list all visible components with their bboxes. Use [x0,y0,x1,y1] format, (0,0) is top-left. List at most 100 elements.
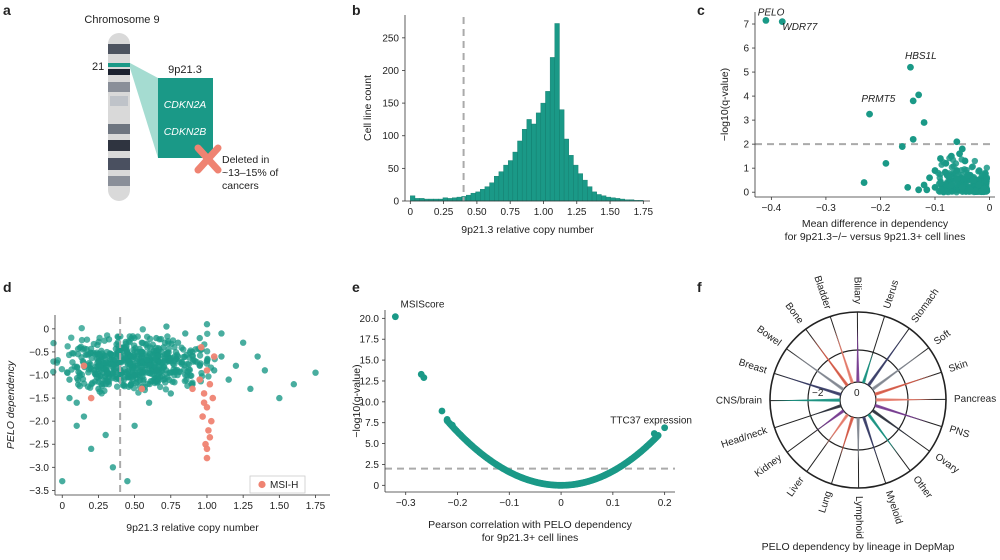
msi-h-point [207,434,214,441]
c-y-tick-label: 1 [743,164,749,175]
gene-point [948,153,955,160]
cell-line-point [124,478,130,484]
chromosome-band [108,176,130,186]
lineage-label: CNS/brain [716,395,762,406]
c-x-tick-label: 0 [987,203,993,214]
histogram-bar [485,187,490,201]
gene-point [970,177,977,184]
cell-line-point [181,362,187,368]
c-y-axis-label: −log10(q-value) [719,68,731,141]
d-x-tick-label: 1.50 [270,501,290,512]
cell-line-point [218,353,224,359]
lineage-label: Bowel [754,324,783,349]
figure: a Chromosome 9 21 9p21.3 CDKN2A CDKN2B D… [0,0,1000,555]
msi-h-point [207,381,214,388]
b-x-tick-label: 1.75 [634,207,654,218]
cell-line-point [164,350,170,356]
msi-h-point [201,390,208,397]
cell-line-point [182,330,188,336]
gene-point [953,138,960,145]
cell-line-point [175,339,181,345]
panel-f-radial: f UterusStomachSoftSkinPancreasPNSOvaryO… [697,275,996,553]
b-x-tick-label: 0.25 [434,207,454,218]
cell-line-point [95,358,101,364]
gene-point [915,91,922,98]
gene-point [945,173,952,180]
d-x-tick-label: 0 [59,501,65,512]
cell-line-point [91,341,97,347]
deleted-text-2: ~13–15% of [222,167,278,179]
cell-line-point [110,464,116,470]
chromosome-band [108,140,130,151]
cell-line-point [233,363,239,369]
cell-line-point [131,385,137,391]
chromosome-body [108,33,130,201]
gene-label-cdkn2a: CDKN2A [164,99,207,111]
msi-h-point [199,413,206,420]
lineage-label: Lymphoid [853,496,864,539]
e-y-tick-label: 5.0 [365,439,379,450]
panel-letter-c: c [697,2,705,18]
cell-line-point [291,381,297,387]
e-y-tick-label: 7.5 [365,418,379,429]
panel-letter-f: f [697,279,702,295]
c-y-tick-label: 6 [743,44,749,55]
ring-tick-label: 0 [854,388,860,399]
cell-line-point [77,345,83,351]
histogram-bar [597,194,602,201]
histogram-bar [541,103,546,201]
gene-point [915,186,922,193]
e-x-tick-label: 0.2 [658,498,672,509]
b-x-tick-label: 1.50 [600,207,620,218]
feature-label-ttc37: TTC37 expression [610,416,692,427]
msi-h-point [204,367,211,374]
lineage-distribution-wedge [874,374,934,395]
zoom-wedge [130,63,158,158]
gene-point [978,188,985,195]
lineage-label: Bone [783,301,806,327]
histogram-bar [611,198,616,201]
lineage-distribution-wedge [862,352,873,383]
gene-point [420,374,427,381]
cell-line-point [69,350,75,356]
cell-line-point [131,372,137,378]
cell-line-point [262,367,268,373]
legend-marker-msi-h [258,481,265,488]
cell-line-point [211,367,217,373]
c-x-axis-label: Mean difference in dependency [802,218,949,230]
panel-letter-d: d [3,279,12,295]
gene-label: PELO [758,8,785,19]
cell-line-point [168,341,174,347]
cell-line-point [95,386,101,392]
lineage-label: Ovary [933,452,961,476]
cell-line-point [131,423,137,429]
gene-point [953,160,959,166]
msi-h-point [209,395,216,402]
gene-point [923,186,930,193]
chromosome-band-9p21 [108,63,130,67]
chromosome-band [108,82,130,92]
msi-h-point [208,418,215,425]
d-y-tick-label: −1.0 [29,371,49,382]
d-x-tick-label: 1.00 [197,501,217,512]
lineage-distribution-wedge [834,328,854,384]
deleted-text-1: Deleted in [222,154,269,166]
d-y-tick-label: −3.0 [29,463,49,474]
b-y-tick-label: 150 [382,99,399,110]
c-y-tick-label: 7 [743,20,749,31]
gene-point [976,167,982,173]
cell-line-point [254,353,260,359]
histogram-bar [527,119,532,201]
e-y-tick-label: 2.5 [365,460,379,471]
c-x-tick-label: −0.2 [871,203,891,214]
cell-line-point [66,395,72,401]
lineage-label: Stomach [910,287,942,325]
histogram-bar [508,161,513,201]
chromosome-centromere [110,96,128,106]
b-x-tick-label: 0 [408,207,414,218]
msi-h-point [88,395,95,402]
d-x-tick-label: 1.75 [306,501,326,512]
cell-line-point [175,353,181,359]
cell-line-point [204,321,210,327]
d-y-tick-label: −0.5 [29,347,49,358]
